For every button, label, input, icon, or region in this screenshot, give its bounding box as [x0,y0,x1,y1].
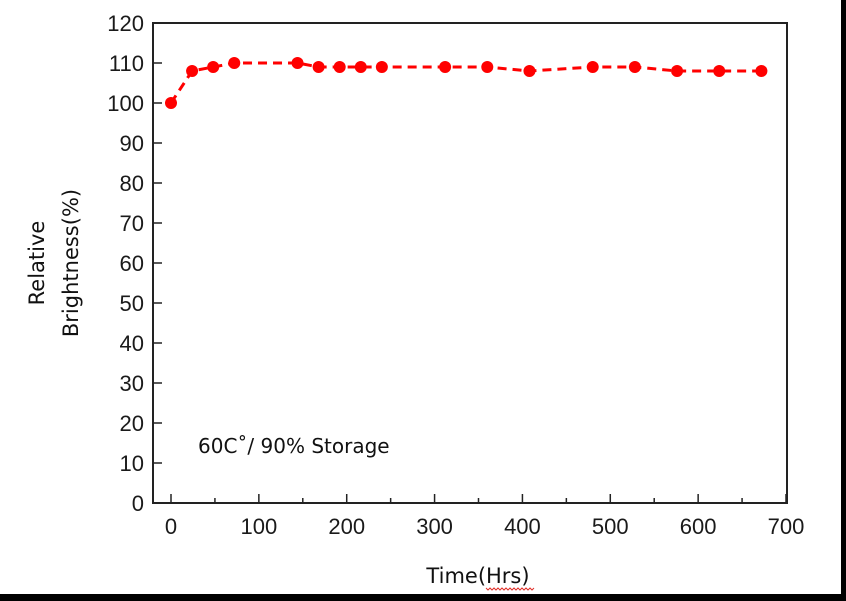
y-tick-label: 120 [107,11,144,36]
y-axis-title: Relative Brightness(%) [25,189,83,337]
y-tick-label: 110 [109,51,144,76]
y-tick-label: 40 [120,331,144,356]
x-axis: 0 100 200 300 400 500 600 700 [165,494,804,539]
x-tick-label: 100 [240,514,277,539]
data-point-marker [354,61,367,73]
y-tick-label: 60 [120,251,144,276]
x-axis-title: Time(Hrs) [425,564,529,588]
y-axis-title-line: Relative [25,221,49,306]
y-tick-label: 20 [120,411,144,436]
y-tick-label: 0 [132,491,144,516]
data-point-marker [671,65,684,77]
plot-area-border [152,22,788,504]
y-tick-label: 90 [120,131,144,156]
data-point-marker [207,61,220,73]
data-point-marker [586,61,599,73]
data-point-marker [523,65,536,77]
plot-frame [152,22,788,504]
data-point-marker [186,65,199,77]
data-series [165,57,768,109]
data-point-marker [439,61,452,73]
y-tick-label: 80 [120,171,144,196]
data-point-marker [333,61,346,73]
y-tick-label: 30 [120,371,144,396]
data-point-marker [375,61,388,73]
x-tick-label: 600 [680,514,717,539]
y-tick-label: 50 [120,291,144,316]
data-point-marker [628,61,641,73]
y-tick-label: 10 [120,451,144,476]
data-point-marker [755,65,768,77]
data-point-marker [312,61,325,73]
y-axis: 0 10 20 30 40 50 60 70 80 90 100 110 120 [107,11,162,516]
spellcheck-squiggle [485,587,535,591]
x-tick-label: 200 [328,514,365,539]
x-tick-label: 400 [504,514,541,539]
y-tick-label: 70 [120,211,144,236]
x-tick-label: 500 [592,514,629,539]
data-point-marker [291,57,304,69]
bottom-border [0,594,846,601]
data-point-marker [481,61,494,73]
data-point-marker [228,57,241,69]
x-tick-label: 0 [165,514,177,539]
data-point-marker [165,97,177,109]
data-point-marker [713,65,726,77]
y-tick-label: 100 [107,91,144,116]
x-tick-label: 700 [768,514,805,539]
y-axis-title-line: Brightness(%) [59,189,83,337]
x-tick-label: 300 [416,514,453,539]
right-border [841,0,846,601]
storage-condition-annotation: 60C˚/ 90% Storage [198,434,390,458]
